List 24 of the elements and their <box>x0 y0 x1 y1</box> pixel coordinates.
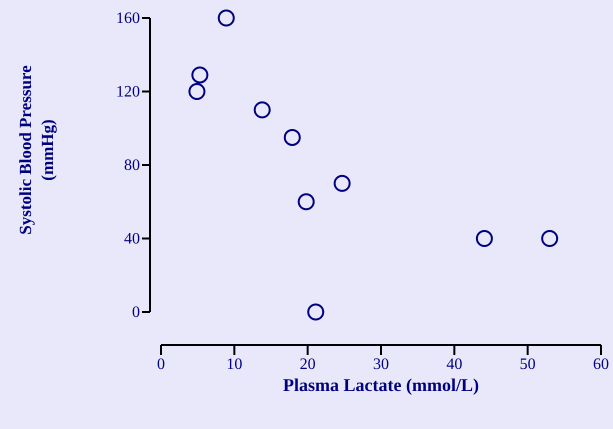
y-tick-label: 80 <box>124 157 140 174</box>
y-tick-label: 160 <box>116 10 140 27</box>
point <box>191 66 208 84</box>
point <box>541 230 558 247</box>
x-tick-label: 0 <box>157 356 165 373</box>
x-axis-title: Plasma Lactate (mmol/L) <box>283 375 479 395</box>
point <box>254 101 271 118</box>
point <box>284 128 301 146</box>
point <box>218 10 235 26</box>
point <box>334 174 351 192</box>
y-tick-label: 120 <box>116 84 140 100</box>
point <box>476 230 493 247</box>
x-tick-label: 40 <box>446 356 462 373</box>
y-axis-title: Systolic Blood Pressure (mmHg) <box>16 64 57 235</box>
x-tick-label: 30 <box>373 356 389 373</box>
x-tick-label: 20 <box>300 356 316 373</box>
point <box>307 304 324 320</box>
x-tick-label: 50 <box>520 356 536 373</box>
y-tick-label: 0 <box>132 304 140 321</box>
point <box>188 83 206 100</box>
x-tick-label: 60 <box>593 356 609 373</box>
point <box>298 193 315 210</box>
x-tick-label: 10 <box>226 356 242 373</box>
y-tick-label: 40 <box>124 230 140 248</box>
